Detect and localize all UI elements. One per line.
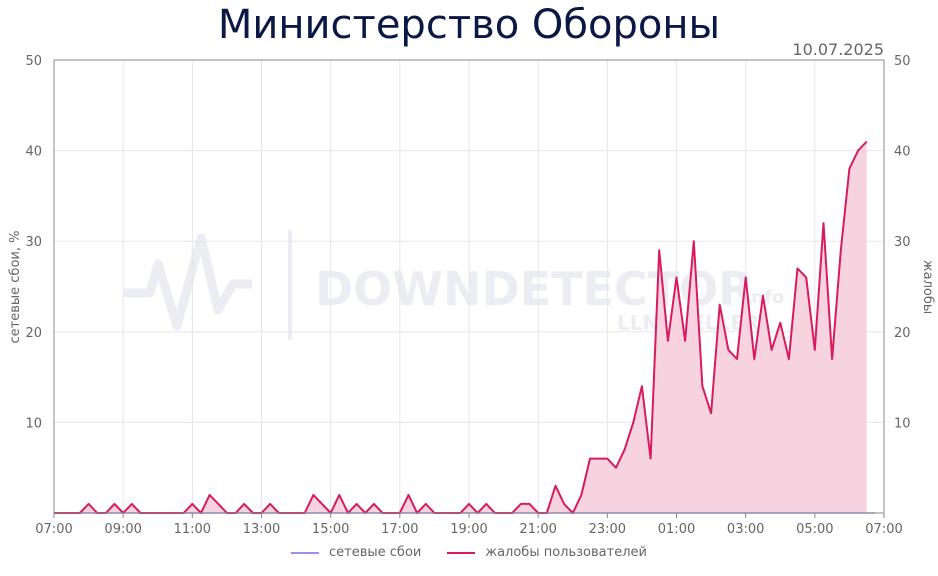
watermark-pulse-icon: [124, 233, 252, 331]
x-tick-label: 15:00: [312, 522, 349, 537]
y-axis-left-title: сетевые сбои, %: [8, 231, 23, 344]
legend-item-outages[interactable]: сетевые сбои: [291, 545, 421, 560]
x-tick-label: 11:00: [174, 522, 211, 537]
complaints-area-fill: [54, 141, 867, 513]
x-tick-label: 01:00: [658, 522, 695, 537]
y-tick-label-right: 20: [894, 326, 911, 341]
y-axis-right-title: жалобы: [920, 260, 935, 314]
y-tick-label-left: 30: [25, 235, 42, 250]
legend-item-complaints[interactable]: жалобы пользователей: [447, 545, 647, 560]
y-tick-label-left: 50: [25, 54, 42, 69]
legend-label-outages: сетевые сбои: [329, 545, 422, 560]
x-tick-label: 19:00: [450, 522, 487, 537]
date-label: 10.07.2025: [792, 40, 884, 59]
legend-label-complaints: жалобы пользователей: [485, 545, 647, 560]
x-tick-label: 03:00: [727, 522, 764, 537]
y-tick-label-left: 40: [25, 145, 42, 160]
x-tick-label: 23:00: [589, 522, 626, 537]
y-tick-label-left: 20: [25, 326, 42, 341]
y-tick-label-right: 10: [894, 416, 911, 431]
complaints-area: [54, 141, 867, 513]
legend: сетевые сбои жалобы пользователей: [0, 545, 938, 560]
y-tick-label-right: 40: [894, 145, 911, 160]
x-tick-label: 05:00: [796, 522, 833, 537]
x-tick-label: 09:00: [104, 522, 141, 537]
x-tick-label: 17:00: [381, 522, 418, 537]
x-tick-label: 07:00: [865, 522, 902, 537]
y-tick-label-right: 30: [894, 235, 911, 250]
watermark: DOWNDETECTOR info LLNOVELLER: [124, 230, 784, 340]
axes: 10 10 20 20 30 30 40 40 50 50 07:00 09:00 11:00 13:00…: [25, 54, 910, 537]
x-tick-label: 07:00: [35, 522, 72, 537]
chart-title: Министерство Обороны: [217, 2, 721, 48]
y-tick-label-left: 10: [25, 416, 42, 431]
watermark-suffix: info: [745, 287, 784, 308]
legend-swatch-outages: [291, 551, 320, 554]
y-tick-label-right: 50: [894, 54, 911, 69]
legend-swatch-complaints: [447, 551, 476, 554]
x-tick-label: 21:00: [519, 522, 556, 537]
x-tick-label: 13:00: [243, 522, 280, 537]
